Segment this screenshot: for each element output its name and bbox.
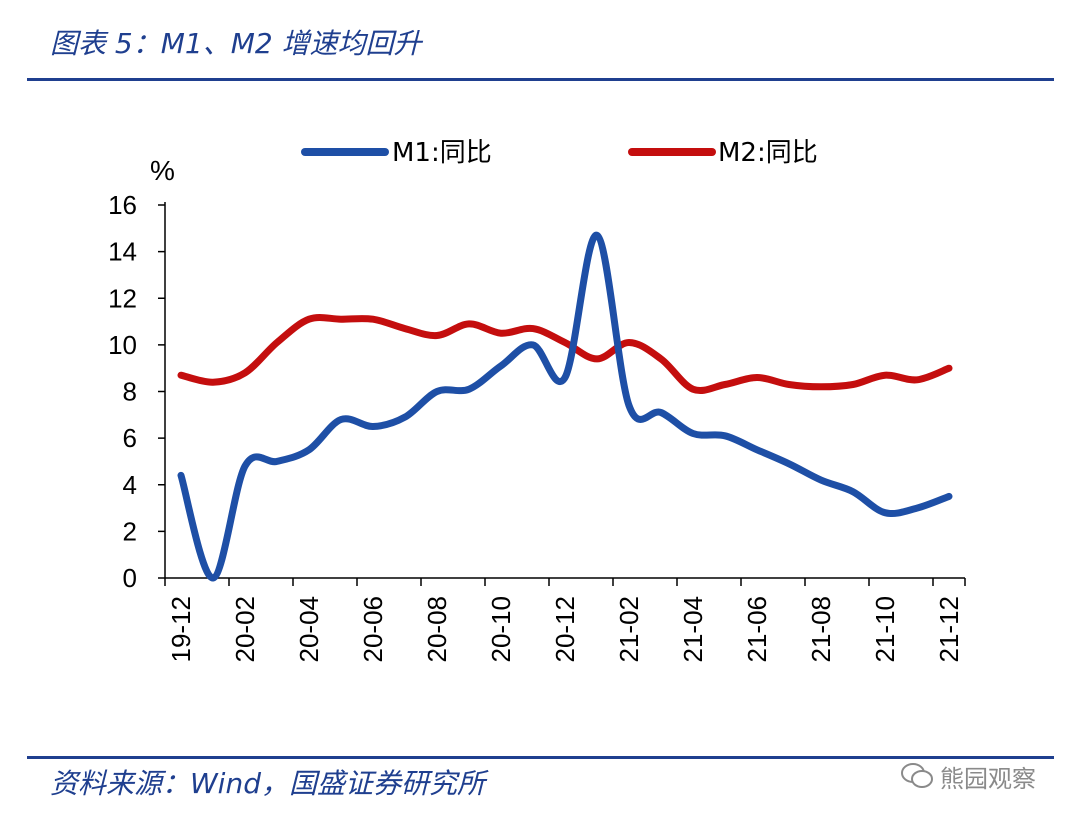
x-tick-label: 20-06 [358,596,388,663]
source-divider [27,756,1054,759]
y-tick-label: 8 [123,377,137,407]
line-chart: 0 2 4 6 8 10 12 14 16 19-12 20-02 20-04 20-06 20-08 2… [108,138,966,663]
x-tick-label: 21-04 [678,596,708,663]
figure-title: 图表 5：M1、M2 增速均回升 [50,27,422,60]
watermark-text: 熊园观察 [940,764,1036,793]
x-tick-label: 19-12 [166,596,196,663]
y-tick-label: 12 [108,283,137,313]
x-tick-label: 21-12 [934,596,964,663]
chart-axes [158,202,966,586]
series-line-m2 [177,313,953,394]
chart-legend: M1:同比 M2:同比 [301,138,818,168]
y-axis-unit-label: % [150,155,175,186]
legend-label: M1:同比 [392,138,492,168]
x-tick-label: 21-08 [806,596,836,663]
y-tick-label: 10 [108,330,137,360]
y-tick-labels: 0 2 4 6 8 10 12 14 16 [108,190,137,593]
chat-bubble-icon [901,763,933,788]
x-tick-label: 20-12 [550,596,580,663]
legend-label: M2:同比 [718,138,818,168]
y-tick-label: 16 [108,190,137,220]
series-line-m1 [177,231,953,582]
y-tick-label: 6 [123,423,137,453]
y-tick-label: 2 [123,516,137,546]
title-divider [27,78,1054,81]
source-note: 资料来源：Wind，国盛证券研究所 [50,767,485,800]
x-tick-label: 20-10 [486,596,516,663]
x-tick-label: 20-08 [422,596,452,663]
x-tick-labels: 19-12 20-02 20-04 20-06 20-08 20-10 20-12 21-02… [166,596,964,663]
x-tick-label: 20-02 [230,596,260,663]
x-tick-label: 21-02 [614,596,644,663]
y-tick-label: 4 [123,470,137,500]
y-tick-label: 0 [123,563,137,593]
x-tick-label: 21-10 [870,596,900,663]
series-lines [177,231,953,582]
watermark: 熊园观察 [900,758,1036,794]
x-tick-label: 21-06 [742,596,772,663]
y-tick-label: 14 [108,237,137,267]
x-tick-label: 20-04 [294,596,324,663]
